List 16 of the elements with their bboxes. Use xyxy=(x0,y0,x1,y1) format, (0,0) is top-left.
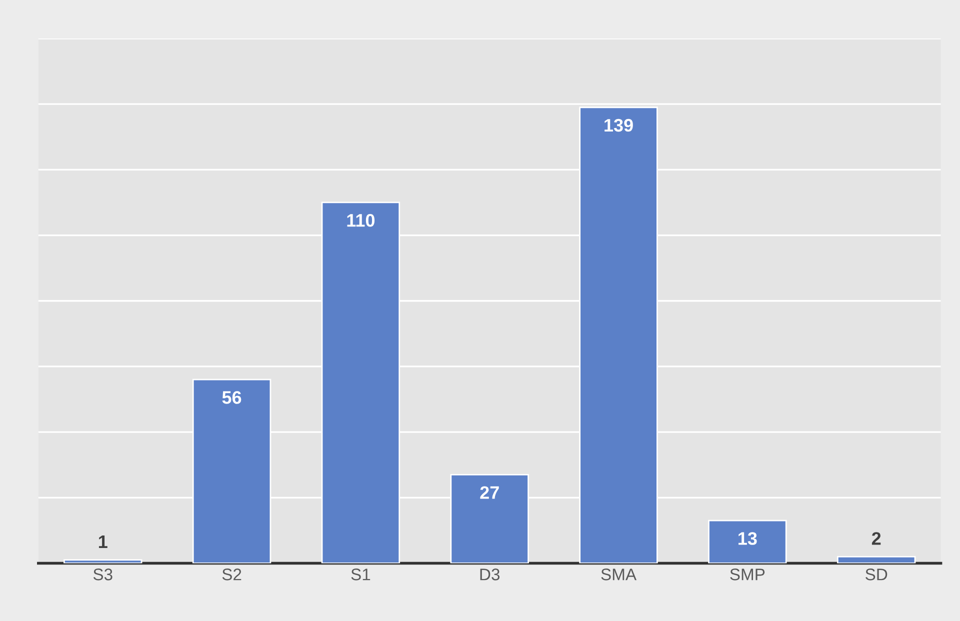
data-label: 110 xyxy=(347,214,375,227)
data-label: 139 xyxy=(604,118,633,132)
x-tick-label: S3 xyxy=(93,568,112,580)
data-label: 13 xyxy=(738,532,757,545)
x-tick-label: S2 xyxy=(222,568,242,580)
x-tick-label: D3 xyxy=(480,568,500,580)
bar xyxy=(836,556,916,564)
data-label: 56 xyxy=(222,391,242,404)
x-tick-label: SMP xyxy=(730,568,765,580)
x-tick-label: SMA xyxy=(601,568,637,580)
data-label: 2 xyxy=(872,532,881,545)
data-label: 1 xyxy=(98,536,108,548)
x-tick-label: S1 xyxy=(351,568,370,580)
bar xyxy=(708,520,787,564)
data-label: 27 xyxy=(480,486,499,499)
x-tick-label: SD xyxy=(866,568,888,580)
